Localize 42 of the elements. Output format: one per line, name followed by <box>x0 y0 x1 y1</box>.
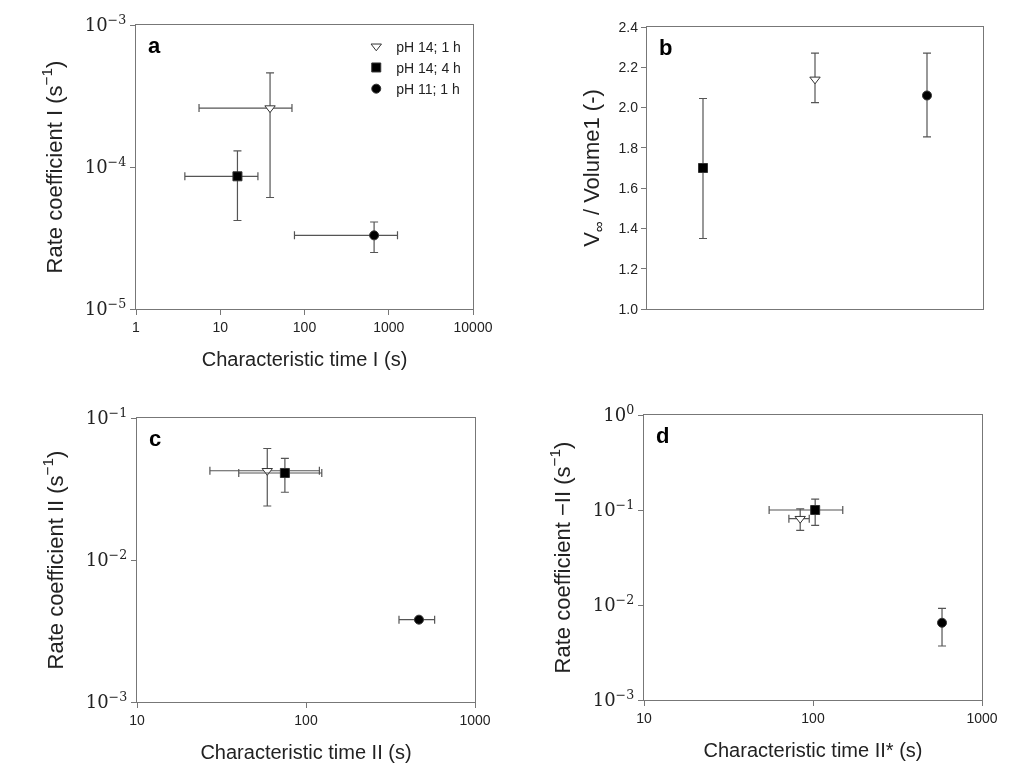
point <box>809 76 821 85</box>
x-tick-label: 10000 <box>453 319 493 335</box>
x-tick-label: 100 <box>292 319 317 335</box>
legend-label: pH 14; 1 h <box>396 38 461 55</box>
x-tick-label: 10 <box>212 319 229 335</box>
y-tick-label: 1.6 <box>618 180 639 197</box>
annotation: d <box>656 423 670 448</box>
legend-label: pH 14; 4 h <box>396 59 461 76</box>
x-tick-label: 10 <box>129 712 145 728</box>
y-tick-label: 2.0 <box>618 99 639 116</box>
y-tick-label: 10$^{−1}$ <box>85 404 128 429</box>
point <box>698 163 708 173</box>
y-tick-label: 10$^{−5}$ <box>84 295 127 320</box>
point <box>922 90 932 101</box>
annotation: c <box>149 426 162 451</box>
y-tick-label: 1.4 <box>618 220 639 237</box>
x-axis-title: Characteristic time II* (s) <box>703 739 923 762</box>
y-tick-label: 2.2 <box>618 59 639 76</box>
annotation: a <box>148 33 161 58</box>
x-tick-label: 1 <box>132 319 141 335</box>
x-tick-label: 100 <box>801 710 825 726</box>
y-tick-label: 1.0 <box>618 300 639 317</box>
y-tick-label: 10$^{0}$ <box>603 401 635 426</box>
y-tick-label: 1.2 <box>618 260 639 277</box>
y-tick-label: 10$^{−3}$ <box>85 688 128 713</box>
x-tick-label: 1000 <box>459 712 491 728</box>
annotation: b <box>659 35 673 60</box>
y-tick-label: 10$^{−2}$ <box>592 591 635 616</box>
y-tick-label: 10$^{−2}$ <box>85 546 128 571</box>
x-tick-label: 100 <box>294 712 318 728</box>
y-tick-label: 1.8 <box>618 139 639 156</box>
x-tick-label: 1000 <box>966 710 998 726</box>
x-tick-label: 1000 <box>373 319 405 335</box>
y-tick-label: 10$^{−3}$ <box>84 11 127 36</box>
legend-label: pH 11; 1 h <box>396 81 460 98</box>
x-tick-label: 10 <box>636 710 652 726</box>
y-tick-label: 10$^{−4}$ <box>84 153 127 178</box>
x-axis-title: Characteristic time II (s) <box>200 741 412 764</box>
y-tick-label: 10$^{−1}$ <box>592 496 635 521</box>
y-tick-label: 2.4 <box>618 18 639 35</box>
y-tick-label: 10$^{−3}$ <box>592 686 635 711</box>
x-axis-title: Characteristic time I (s) <box>201 348 408 371</box>
